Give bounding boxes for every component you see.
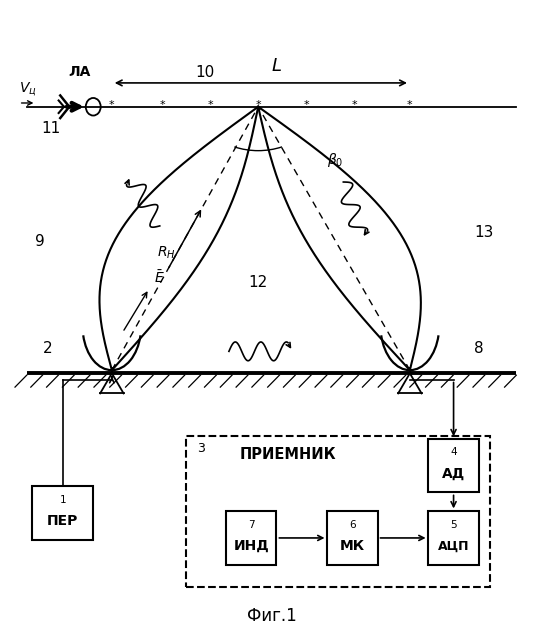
Text: ПЕР: ПЕР <box>47 514 78 528</box>
Text: *: * <box>304 100 309 111</box>
Text: ПРИЕМНИК: ПРИЕМНИК <box>239 447 336 462</box>
Text: $V_ц$: $V_ц$ <box>19 80 36 98</box>
Text: $R_H$: $R_H$ <box>157 244 176 261</box>
Text: 9: 9 <box>35 234 45 249</box>
Text: Фиг.1: Фиг.1 <box>247 607 296 625</box>
Text: $L$: $L$ <box>272 58 282 76</box>
Text: *: * <box>109 100 115 111</box>
Text: *: * <box>407 100 413 111</box>
Text: *: * <box>255 100 261 111</box>
Bar <box>428 511 479 564</box>
Text: 11: 11 <box>41 121 60 136</box>
Text: *: * <box>351 100 357 111</box>
Text: 4: 4 <box>450 447 457 458</box>
Bar <box>327 511 377 564</box>
Text: *: * <box>207 100 213 111</box>
Text: АЦП: АЦП <box>438 540 469 552</box>
Text: 7: 7 <box>248 520 255 530</box>
Bar <box>226 511 276 564</box>
Text: 1: 1 <box>59 495 66 504</box>
Text: 12: 12 <box>249 275 268 290</box>
Text: 5: 5 <box>450 520 457 530</box>
Text: 8: 8 <box>474 340 484 356</box>
Text: 10: 10 <box>195 65 214 80</box>
Bar <box>428 439 479 493</box>
Text: АД: АД <box>442 467 465 481</box>
Text: 6: 6 <box>349 520 356 530</box>
Text: 2: 2 <box>43 340 53 356</box>
Text: $\beta_0$: $\beta_0$ <box>327 151 344 169</box>
Text: 3: 3 <box>197 442 205 455</box>
Text: 13: 13 <box>475 225 494 240</box>
Bar <box>186 436 490 586</box>
Text: $\bar{E}$: $\bar{E}$ <box>154 269 165 285</box>
Text: ЛА: ЛА <box>69 65 91 79</box>
Text: МК: МК <box>340 539 365 553</box>
Text: ИНД: ИНД <box>233 539 269 553</box>
Bar <box>32 486 93 540</box>
Text: *: * <box>160 100 165 111</box>
